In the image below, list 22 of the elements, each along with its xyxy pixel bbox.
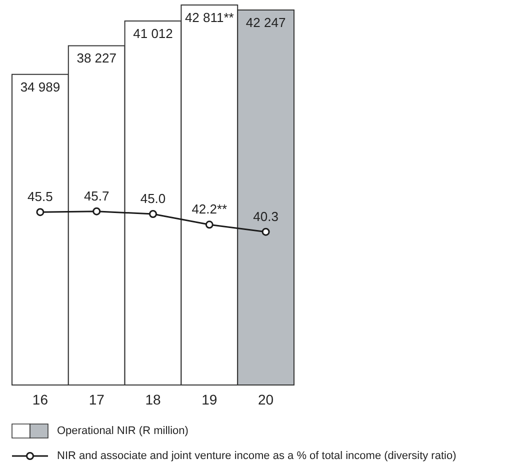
data-label: 45.5 — [28, 189, 53, 204]
point — [92, 207, 101, 216]
data-label: 34 989 — [20, 79, 60, 94]
data-label: 42 247 — [246, 15, 286, 30]
point — [205, 220, 214, 229]
x-tick-label: 18 — [145, 392, 161, 408]
point — [262, 228, 270, 236]
legend-label: NIR and associate and joint venture income as a % of total income (diversity ratio) — [57, 450, 456, 462]
x-tick-label: 17 — [88, 392, 105, 408]
x-tick-label: 19 — [202, 392, 218, 408]
data-label: 41 012 — [133, 26, 173, 41]
data-label: 42 811** — [184, 10, 234, 25]
point — [149, 210, 157, 218]
data-label: 42.2** — [192, 202, 228, 217]
data-label: 40.3 — [253, 208, 278, 224]
data-label: 45.7 — [84, 188, 110, 204]
data-label: 45.0 — [140, 191, 166, 206]
x-tick-label: 20 — [258, 392, 274, 408]
data-label: 38 227 — [76, 50, 116, 66]
legend-label: Operational NIR (R million) — [57, 425, 188, 437]
point — [36, 208, 44, 216]
x-tick-label: 16 — [32, 392, 48, 408]
